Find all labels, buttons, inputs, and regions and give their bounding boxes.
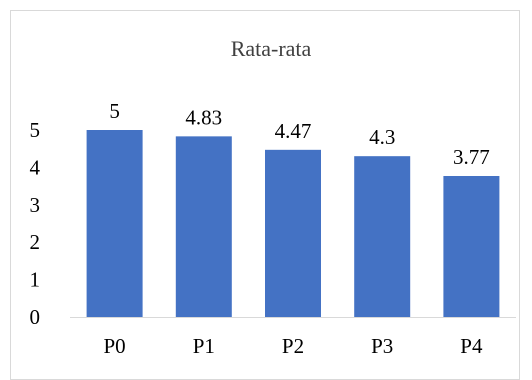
- chart-title: Rata-rata: [231, 36, 312, 61]
- bar-series: [86, 130, 500, 317]
- x-tick-label-p2: P2: [282, 334, 304, 358]
- y-tick-label: 5: [30, 118, 41, 142]
- x-tick-label-p4: P4: [460, 334, 483, 358]
- bar-p1: [175, 136, 232, 317]
- bar-p2: [265, 149, 321, 317]
- y-tick-label: 2: [30, 230, 41, 254]
- y-tick-label: 0: [30, 305, 41, 329]
- bar-p4: [443, 176, 500, 317]
- bar-chart: Rata-rata 0 1 2 3 4 5 5 4.83 4.47 4.3 3.77 P0 P1 P2…: [30, 36, 516, 358]
- y-tick-label: 1: [30, 268, 41, 292]
- y-axis: 0 1 2 3 4 5: [30, 118, 41, 329]
- bar-p3: [354, 156, 411, 317]
- x-axis: P0 P1 P2 P3 P4: [104, 334, 483, 358]
- data-label-p0: 5: [109, 99, 120, 123]
- y-tick-label: 3: [30, 193, 41, 217]
- x-tick-label-p1: P1: [193, 334, 215, 358]
- data-label-p1: 4.83: [185, 105, 222, 129]
- data-labels: 5 4.83 4.47 4.3 3.77: [109, 99, 489, 169]
- data-label-p3: 4.3: [369, 125, 395, 149]
- y-tick-label: 4: [30, 155, 41, 179]
- data-label-p4: 3.77: [453, 145, 490, 169]
- data-label-p2: 4.47: [275, 119, 312, 143]
- x-tick-label-p3: P3: [371, 334, 393, 358]
- bar-p0: [86, 130, 143, 317]
- x-tick-label-p0: P0: [104, 334, 126, 358]
